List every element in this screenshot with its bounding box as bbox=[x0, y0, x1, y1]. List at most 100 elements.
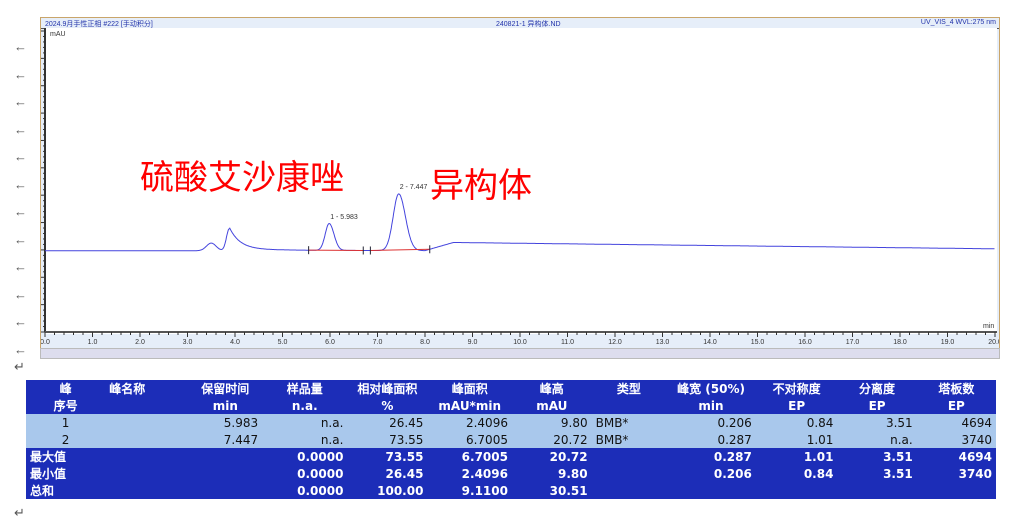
x-tick-label: 8.0 bbox=[420, 339, 430, 346]
summary-cell bbox=[592, 465, 667, 482]
x-tick-label: 12.0 bbox=[608, 339, 622, 346]
x-axis-label: min bbox=[983, 323, 994, 330]
summary-cell: 0.0000 bbox=[262, 465, 347, 482]
x-tick-label: 20.0 bbox=[988, 339, 999, 346]
x-tick-label: 7.0 bbox=[373, 339, 383, 346]
x-tick-label: 9.0 bbox=[468, 339, 478, 346]
arrow-mark: ← bbox=[14, 123, 27, 136]
arrow-mark: ← bbox=[14, 178, 27, 191]
summary-cell: 3740 bbox=[917, 465, 996, 482]
table-cell: n.a. bbox=[837, 431, 916, 448]
column-header: min bbox=[666, 397, 756, 414]
summary-cell: 0.287 bbox=[666, 448, 756, 465]
summary-cell: 6.7005 bbox=[427, 448, 512, 465]
table-cell: 7.447 bbox=[189, 431, 263, 448]
column-header: min bbox=[189, 397, 263, 414]
column-header: 峰面积 bbox=[427, 380, 512, 397]
column-header: mAU*min bbox=[427, 397, 512, 414]
arrow-mark: ← bbox=[14, 260, 27, 273]
table-cell: 26.45 bbox=[347, 414, 427, 431]
x-tick-label: 18.0 bbox=[893, 339, 907, 346]
table-cell: 5.983 bbox=[189, 414, 263, 431]
x-tick-label: 15.0 bbox=[751, 339, 765, 346]
table-cell: 20.72 bbox=[512, 431, 592, 448]
column-header: mAU bbox=[512, 397, 592, 414]
column-header: 峰 bbox=[26, 380, 105, 397]
x-tick-label: 6.0 bbox=[325, 339, 335, 346]
return-mark: ↵ bbox=[14, 360, 25, 373]
column-header: 保留时间 bbox=[189, 380, 263, 397]
column-header: 峰高 bbox=[512, 380, 592, 397]
arrow-mark: ← bbox=[14, 40, 27, 53]
column-header: 类型 bbox=[592, 380, 667, 397]
peak-label: 2 - 7.447 bbox=[400, 184, 428, 191]
peak-table: 峰峰名称保留时间样品量相对峰面积峰面积峰高类型峰宽 (50%)不对称度分离度塔板… bbox=[26, 380, 996, 499]
summary-cell: 2.4096 bbox=[427, 465, 512, 482]
table-cell: 4694 bbox=[917, 414, 996, 431]
column-header: 不对称度 bbox=[756, 380, 838, 397]
summary-cell: 总和 bbox=[26, 482, 105, 499]
x-tick-label: 1.0 bbox=[88, 339, 98, 346]
x-tick-label: 16.0 bbox=[798, 339, 812, 346]
time-scrollbar[interactable] bbox=[40, 348, 1000, 359]
x-tick-label: 10.0 bbox=[513, 339, 527, 346]
arrow-mark: ← bbox=[14, 150, 27, 163]
summary-cell bbox=[105, 482, 188, 499]
summary-cell: 3.51 bbox=[837, 448, 916, 465]
summary-cell: 30.51 bbox=[512, 482, 592, 499]
column-header: 分离度 bbox=[837, 380, 916, 397]
x-tick-label: 11.0 bbox=[561, 339, 574, 346]
arrow-mark: ← bbox=[14, 205, 27, 218]
table-cell: 0.84 bbox=[756, 414, 838, 431]
column-header: EP bbox=[917, 397, 996, 414]
summary-cell: 9.1100 bbox=[427, 482, 512, 499]
column-header: % bbox=[347, 397, 427, 414]
arrow-mark: ← bbox=[14, 95, 27, 108]
column-header: n.a. bbox=[262, 397, 347, 414]
column-header bbox=[105, 397, 188, 414]
annotation-isomer: 异构体 bbox=[430, 158, 532, 207]
x-tick-label: 5.0 bbox=[278, 339, 288, 346]
table-cell: 0.287 bbox=[666, 431, 756, 448]
table-cell: 1 bbox=[26, 414, 105, 431]
summary-cell bbox=[917, 482, 996, 499]
summary-cell: 26.45 bbox=[347, 465, 427, 482]
column-header: 样品量 bbox=[262, 380, 347, 397]
arrow-mark: ← bbox=[14, 288, 27, 301]
summary-cell: 最大值 bbox=[26, 448, 105, 465]
summary-cell: 最小值 bbox=[26, 465, 105, 482]
table-cell: 9.80 bbox=[512, 414, 592, 431]
column-header: EP bbox=[837, 397, 916, 414]
summary-cell: 0.84 bbox=[756, 465, 838, 482]
summary-cell: 4694 bbox=[917, 448, 996, 465]
x-tick-label: 19.0 bbox=[941, 339, 955, 346]
column-header: 峰名称 bbox=[105, 380, 188, 397]
table-cell: 2 bbox=[26, 431, 105, 448]
x-tick-label: 13.0 bbox=[656, 339, 670, 346]
summary-cell bbox=[189, 448, 263, 465]
summary-cell: 0.0000 bbox=[262, 482, 347, 499]
arrow-mark: ← bbox=[14, 233, 27, 246]
x-tick-label: 3.0 bbox=[183, 339, 193, 346]
table-cell bbox=[105, 414, 188, 431]
summary-cell: 73.55 bbox=[347, 448, 427, 465]
table-cell: n.a. bbox=[262, 414, 347, 431]
summary-cell bbox=[666, 482, 756, 499]
summary-cell: 3.51 bbox=[837, 465, 916, 482]
y-axis-label: mAU bbox=[50, 31, 66, 38]
summary-cell: 100.00 bbox=[347, 482, 427, 499]
summary-cell bbox=[592, 448, 667, 465]
summary-cell: 1.01 bbox=[756, 448, 838, 465]
table-cell bbox=[105, 431, 188, 448]
summary-cell bbox=[105, 448, 188, 465]
column-header: 峰宽 (50%) bbox=[666, 380, 756, 397]
table-cell: 3.51 bbox=[837, 414, 916, 431]
summary-cell bbox=[837, 482, 916, 499]
arrow-mark: ← bbox=[14, 343, 27, 356]
summary-cell bbox=[592, 482, 667, 499]
